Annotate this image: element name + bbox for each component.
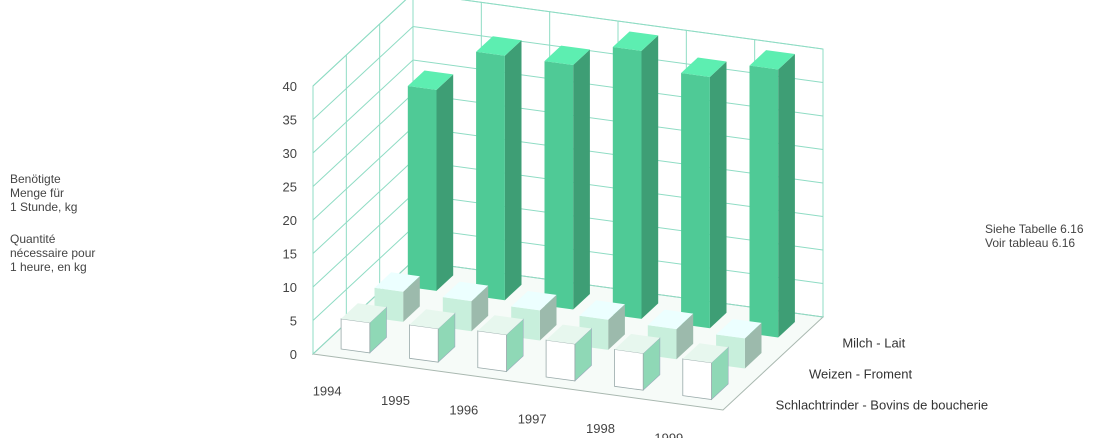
bar-side bbox=[504, 40, 522, 301]
bar-front bbox=[749, 65, 779, 338]
bar-top bbox=[511, 291, 557, 311]
y-axis-title-line: Benötigte bbox=[10, 172, 61, 186]
series-label: Milch - Lait bbox=[842, 336, 905, 351]
bar-front bbox=[614, 348, 644, 391]
bar-side bbox=[676, 313, 694, 360]
bar-top bbox=[409, 309, 455, 329]
bar-side bbox=[744, 322, 762, 369]
bar-side bbox=[608, 304, 625, 350]
y-axis-ticks: 0 5 10 15 20 25 30 35 40 bbox=[283, 79, 297, 362]
bar-2-5 bbox=[749, 50, 795, 338]
x-tick-label: 1996 bbox=[449, 402, 478, 417]
bar-front bbox=[682, 358, 712, 400]
bar-top bbox=[544, 45, 590, 65]
bar-top bbox=[477, 315, 524, 335]
y-tick-label: 10 bbox=[283, 280, 297, 295]
bar-top bbox=[749, 50, 795, 70]
series-labels: Schlachtrinder - Bovins de boucherie Weiz… bbox=[776, 336, 988, 413]
y-axis-title-line: nécessaire pour bbox=[10, 246, 96, 260]
bar-side bbox=[436, 74, 454, 291]
bar-top bbox=[612, 31, 659, 51]
bar-side bbox=[403, 276, 420, 322]
bar-2-1 bbox=[476, 36, 522, 301]
x-tick-label: 1995 bbox=[381, 393, 410, 408]
bar-2-0 bbox=[407, 70, 454, 291]
bar-top bbox=[374, 272, 420, 292]
bar-side bbox=[641, 35, 659, 319]
y-tick-label: 15 bbox=[283, 247, 297, 262]
bar-front bbox=[476, 51, 505, 301]
bar-0-4 bbox=[614, 333, 661, 391]
bar-top bbox=[614, 333, 660, 354]
bar-0-5 bbox=[682, 343, 729, 401]
bar-top bbox=[579, 300, 625, 320]
y-tick-label: 30 bbox=[283, 146, 297, 161]
bars bbox=[340, 31, 795, 401]
bar-2-2 bbox=[544, 45, 590, 310]
bar-side bbox=[471, 285, 489, 332]
x-tick-label: 1994 bbox=[313, 384, 342, 399]
y-axis-title-french: Quantité nécessaire pour 1 heure, en kg bbox=[10, 232, 95, 274]
bar-top bbox=[682, 343, 729, 363]
bar-top bbox=[341, 303, 387, 323]
y-tick-label: 40 bbox=[283, 79, 297, 94]
bar-top bbox=[442, 281, 489, 302]
source-reference-line: Voir tableau 6.16 bbox=[985, 236, 1076, 250]
y-axis-title-line: 1 Stunde, kg bbox=[10, 200, 78, 214]
y-axis-title-line: Quantité bbox=[10, 232, 56, 246]
x-tick-label: 1999 bbox=[654, 430, 683, 438]
y-axis-title-line: 1 heure, en kg bbox=[10, 260, 87, 274]
bar-0-0 bbox=[340, 303, 387, 354]
bar-side bbox=[709, 61, 727, 329]
bar-top bbox=[647, 309, 694, 330]
bar-front bbox=[477, 330, 507, 372]
bar-side bbox=[539, 294, 557, 341]
bar-front bbox=[340, 318, 371, 354]
bar-top bbox=[716, 319, 762, 339]
bar-side bbox=[778, 54, 795, 338]
series-label: Schlachtrinder - Bovins de boucherie bbox=[776, 398, 988, 413]
bar-top bbox=[546, 324, 592, 344]
y-tick-label: 25 bbox=[283, 180, 297, 195]
bar-front bbox=[681, 73, 710, 329]
y-tick-label: 35 bbox=[283, 113, 297, 128]
bar-0-3 bbox=[545, 324, 592, 382]
x-tick-label: 1997 bbox=[518, 412, 547, 427]
bar-2-3 bbox=[612, 31, 659, 319]
x-tick-label: 1998 bbox=[586, 421, 615, 436]
bar-front bbox=[407, 86, 437, 291]
source-reference-line: Siehe Tabelle 6.16 bbox=[985, 222, 1084, 236]
bar-0-1 bbox=[409, 309, 456, 363]
x-axis-ticks: 1994 1995 1996 1997 1998 1999 bbox=[313, 384, 684, 438]
bar-top bbox=[476, 36, 522, 56]
bar-0-2 bbox=[477, 315, 524, 373]
y-axis-title-line: Menge für bbox=[10, 186, 65, 200]
bar-top bbox=[407, 70, 454, 90]
y-tick-label: 20 bbox=[283, 213, 297, 228]
bar-front bbox=[544, 61, 574, 310]
series-label: Weizen - Froment bbox=[809, 367, 912, 382]
y-tick-label: 0 bbox=[290, 347, 297, 362]
y-axis-title-german: Benötigte Menge für 1 Stunde, kg bbox=[10, 172, 77, 214]
bar-2-4 bbox=[681, 57, 727, 329]
bar-front bbox=[545, 339, 576, 382]
y-tick-label: 5 bbox=[290, 314, 297, 329]
bar-top bbox=[681, 57, 727, 77]
bar-front bbox=[409, 324, 439, 363]
source-reference: Siehe Tabelle 6.16 Voir tableau 6.16 bbox=[985, 222, 1084, 250]
bar-side bbox=[573, 49, 590, 310]
bar-front bbox=[612, 47, 642, 319]
